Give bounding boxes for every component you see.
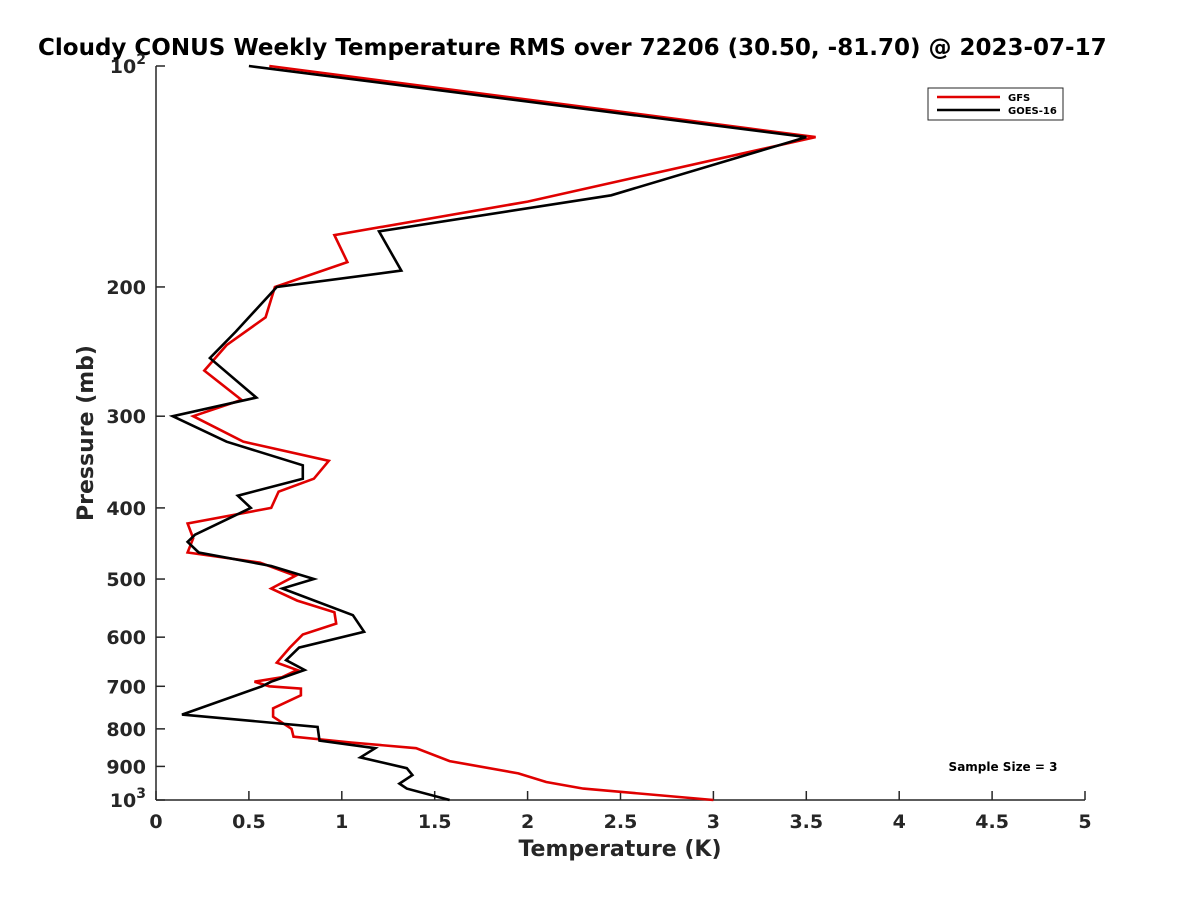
x-tick-label: 0.5 xyxy=(232,811,266,833)
legend-label: GFS xyxy=(1008,93,1030,104)
x-tick-label: 4 xyxy=(893,811,906,833)
x-tick-label: 1 xyxy=(335,811,348,833)
y-tick-label: 102 xyxy=(110,52,146,78)
y-ticks: 102 200 300 400 500 600 700 800 900 103 xyxy=(106,52,165,812)
y-tick-label: 900 xyxy=(106,756,146,778)
y-tick-label: 500 xyxy=(106,569,146,591)
x-tick-label: 2.5 xyxy=(604,811,638,833)
x-tick-label: 5 xyxy=(1078,811,1091,833)
x-axis-label: Temperature (K) xyxy=(518,837,721,862)
x-ticks: 0 0.5 1 1.5 2 2.5 3 3.5 4 4.5 5 xyxy=(149,791,1092,833)
y-tick-label: 103 xyxy=(110,786,146,812)
y-tick-label: 300 xyxy=(106,406,146,428)
x-tick-label: 1.5 xyxy=(418,811,452,833)
chart-title: Cloudy CONUS Weekly Temperature RMS over… xyxy=(38,35,1107,61)
legend-label: GOES-16 xyxy=(1008,106,1057,117)
y-tick-label: 700 xyxy=(106,676,146,698)
plot-area xyxy=(155,66,1085,801)
y-axis-label: Pressure (mb) xyxy=(74,345,99,521)
legend: GFS GOES-16 xyxy=(927,87,1064,121)
x-tick-label: 3.5 xyxy=(789,811,823,833)
y-tick-label: 600 xyxy=(106,627,146,649)
series-line-gfs xyxy=(185,64,816,802)
sample-size-annotation: Sample Size = 3 xyxy=(949,760,1058,774)
y-tick-label: 200 xyxy=(106,277,146,299)
x-tick-label: 3 xyxy=(707,811,720,833)
x-tick-label: 4.5 xyxy=(975,811,1009,833)
legend-box xyxy=(927,87,1064,121)
series-layer xyxy=(168,64,816,802)
series-line-goes-16 xyxy=(168,64,807,802)
y-tick-label: 400 xyxy=(106,498,146,520)
x-tick-label: 2 xyxy=(521,811,534,833)
y-tick-label: 800 xyxy=(106,719,146,741)
x-tick-label: 0 xyxy=(149,811,162,833)
